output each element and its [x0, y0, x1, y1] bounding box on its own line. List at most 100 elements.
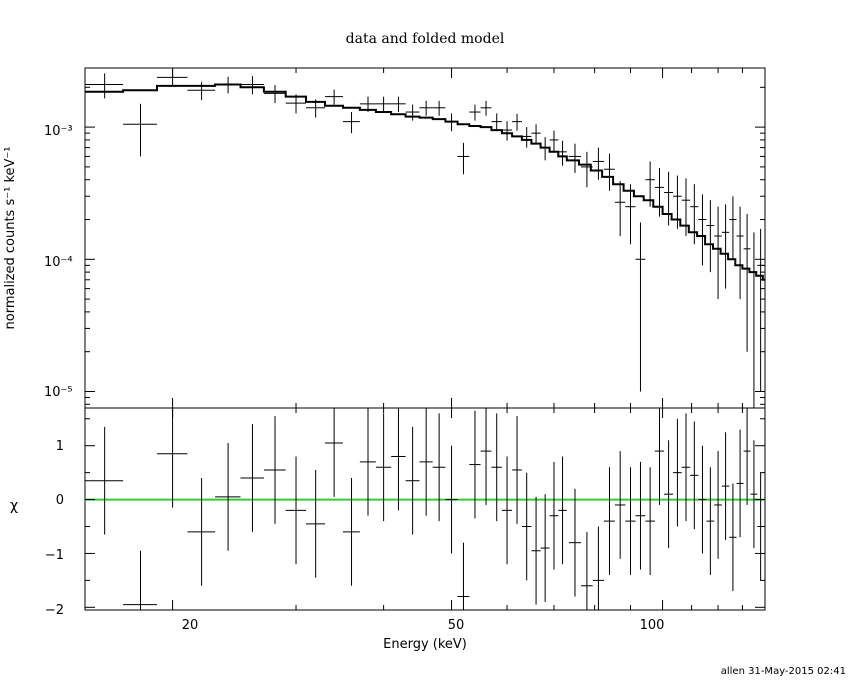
- data-point-14: [405, 104, 420, 121]
- data-point-5: [240, 76, 264, 95]
- residual-point-34: [625, 467, 636, 575]
- xlabel: Energy (keV): [383, 637, 467, 652]
- residual-point-44: [714, 451, 722, 559]
- residual-point-17: [445, 445, 458, 554]
- residual-point-9: [325, 408, 343, 497]
- data-point-47: [736, 206, 744, 300]
- data-point-42: [698, 194, 707, 266]
- residual-point-3: [187, 478, 216, 586]
- data-point-50: [757, 228, 764, 392]
- bottom-ylabel: χ: [10, 498, 18, 514]
- data-point-32: [603, 153, 615, 191]
- residual-point-1: [123, 550, 157, 610]
- residual-point-16: [432, 413, 446, 522]
- residual-point-25: [531, 496, 541, 605]
- residual-point-15: [419, 408, 433, 516]
- residual-point-0: [85, 426, 124, 535]
- residual-point-46: [729, 483, 737, 592]
- residual-point-4: [215, 443, 241, 551]
- top-ticks: [85, 68, 766, 408]
- ytick-label-1e-3: 10⁻³: [44, 124, 73, 139]
- xtick-label-50: 50: [448, 618, 465, 633]
- data-point-43: [706, 200, 715, 273]
- data-point-46: [729, 196, 737, 260]
- ytick-label-minus2: −2: [45, 603, 64, 618]
- residual-point-19: [469, 410, 481, 519]
- residual-point-8: [306, 469, 326, 578]
- residual-point-18: [457, 542, 470, 610]
- data-point-27: [549, 130, 559, 151]
- data-point-12: [375, 96, 392, 113]
- residual-point-13: [391, 408, 406, 511]
- residual-point-21: [491, 413, 502, 522]
- residual-point-30: [581, 531, 593, 610]
- ytick-label-1: 1: [56, 439, 64, 454]
- data-point-6: [263, 85, 286, 104]
- data-point-25: [531, 124, 541, 144]
- ytick-label-minus1: −1: [45, 548, 64, 563]
- data-point-20: [480, 100, 492, 116]
- residual-point-43: [706, 467, 715, 575]
- data-point-10: [342, 112, 360, 134]
- residual-point-33: [614, 451, 626, 559]
- residual-point-29: [568, 488, 582, 597]
- data-point-38: [664, 171, 674, 226]
- residual-points: [85, 408, 764, 610]
- residual-point-39: [673, 418, 682, 527]
- bottom-ticks: [85, 408, 766, 610]
- residual-point-22: [501, 456, 513, 565]
- bottom-panel: 1 0 −1 −2 χ 20 50 100 Energy (keV): [10, 407, 766, 652]
- residual-point-7: [285, 456, 307, 565]
- data-point-41: [690, 184, 699, 245]
- data-point-9: [325, 89, 343, 105]
- residual-point-27: [549, 461, 559, 570]
- residual-point-47: [736, 429, 744, 538]
- residual-point-49: [750, 440, 758, 549]
- residual-point-2: [156, 408, 188, 508]
- residual-point-26: [540, 494, 550, 602]
- data-point-19: [469, 104, 481, 121]
- data-point-3: [187, 81, 216, 101]
- data-point-24: [521, 127, 532, 148]
- data-point-26: [540, 137, 550, 161]
- footer-stamp: allen 31-May-2015 02:41: [721, 666, 846, 677]
- residual-point-5: [240, 424, 264, 532]
- ytick-label-1e-5: 10⁻⁵: [44, 385, 73, 400]
- residual-point-20: [480, 408, 492, 505]
- residual-point-48: [743, 408, 751, 505]
- data-point-0: [85, 73, 124, 99]
- residual-point-42: [698, 445, 707, 554]
- residual-point-38: [664, 440, 674, 549]
- data-point-34: [625, 184, 636, 245]
- top-plot-frame: [84, 67, 766, 409]
- top-data-points: [85, 69, 764, 408]
- data-point-49: [750, 232, 758, 408]
- data-point-1: [123, 103, 157, 157]
- residual-point-32: [603, 467, 615, 575]
- data-point-37: [654, 168, 665, 217]
- data-point-33: [614, 181, 626, 237]
- top-panel: 10⁻³ 10⁻⁴ 10⁻⁵ normalized counts s⁻¹ keV…: [3, 67, 766, 409]
- xtick-label-100: 100: [640, 618, 665, 633]
- residual-point-31: [592, 526, 604, 610]
- residual-point-41: [690, 421, 699, 530]
- ytick-label-0: 0: [56, 493, 64, 508]
- data-point-13: [391, 96, 406, 113]
- top-ylabel: normalized counts s⁻¹ keV⁻¹: [3, 147, 18, 330]
- residual-point-10: [342, 478, 360, 586]
- bottom-plot-frame: [84, 407, 766, 611]
- residual-point-23: [512, 416, 522, 524]
- data-point-44: [714, 206, 722, 300]
- data-point-31: [592, 147, 604, 180]
- data-point-48: [743, 214, 751, 352]
- folded-model-line: [85, 83, 765, 281]
- data-point-18: [457, 142, 470, 175]
- data-point-29: [568, 143, 582, 173]
- data-point-22: [501, 121, 513, 141]
- residual-point-11: [359, 408, 376, 516]
- residual-point-12: [375, 413, 392, 522]
- data-point-21: [491, 113, 502, 132]
- data-point-35: [635, 222, 646, 392]
- chart-title: data and folded model: [346, 31, 505, 47]
